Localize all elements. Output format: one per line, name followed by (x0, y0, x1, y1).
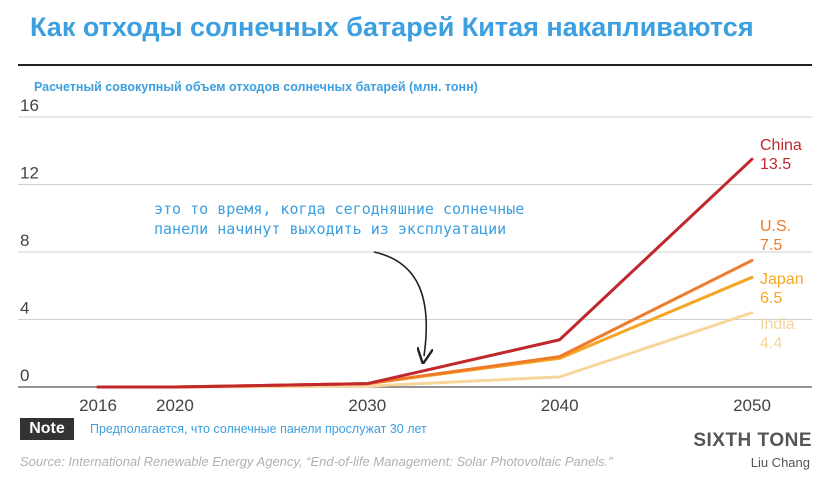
chart-subtitle: Расчетный совокупный объем отходов солне… (34, 80, 478, 94)
series-value-label: 7.5 (760, 237, 782, 254)
series-label: India (760, 316, 795, 333)
x-tick-label: 2020 (156, 396, 194, 415)
brand-logo-text: SIXTH TONE (693, 430, 812, 451)
annotation-text: это то время, когда сегодняшние солнечны… (154, 199, 614, 239)
source-text: Source: International Renewable Energy A… (20, 454, 613, 469)
x-tick-label: 2050 (733, 396, 771, 415)
annotation-arrow (373, 251, 426, 356)
author-credit: Liu Chang (750, 455, 810, 470)
y-tick-label: 16 (20, 96, 39, 115)
x-tick-label: 2030 (348, 396, 386, 415)
x-tick-label: 2040 (541, 396, 579, 415)
series-line-us (96, 258, 754, 389)
series-value-label: 13.5 (760, 156, 791, 173)
annotation-line-1: это то время, когда сегодняшние солнечны… (154, 200, 525, 218)
note-text: Предполагается, что солнечные панели про… (90, 422, 427, 436)
y-tick-label: 8 (20, 231, 29, 250)
chart-title: Как отходы солнечных батарей Китая накап… (30, 12, 754, 42)
annotation-line-2: панели начинут выходить из эксплуатации (154, 220, 507, 238)
x-tick-label: 2016 (79, 396, 117, 415)
series-value-label: 6.5 (760, 290, 782, 307)
y-tick-label: 4 (20, 299, 29, 318)
series-label: Japan (760, 271, 804, 288)
series-label: China (760, 137, 802, 154)
series-label: U.S. (760, 218, 791, 235)
series-value-label: 4.4 (760, 335, 782, 352)
title-divider (18, 64, 812, 66)
y-tick-label: 12 (20, 164, 39, 183)
series-line-china (96, 157, 754, 389)
note-label: Note (20, 418, 74, 440)
y-tick-label: 0 (20, 366, 29, 385)
